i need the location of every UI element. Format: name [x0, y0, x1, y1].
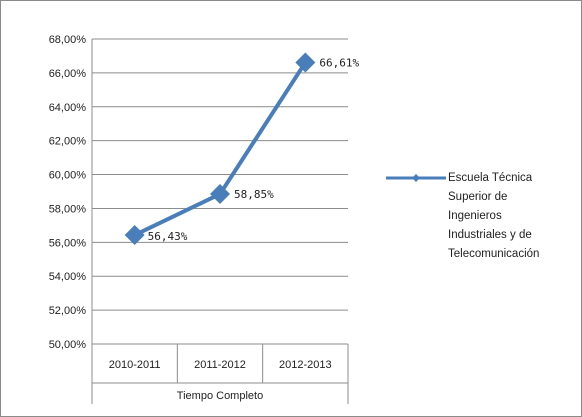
x-tick-label: 2012-2013	[279, 359, 332, 371]
y-tick-label: 64,00%	[49, 102, 87, 114]
series-line	[133, 61, 308, 237]
y-tick-label: 66,00%	[49, 68, 87, 80]
legend: Escuela Técnica Superior de Ingenieros Indu…	[386, 172, 539, 260]
data-point-marker	[124, 225, 145, 246]
y-tick-label: 60,00%	[49, 170, 87, 182]
x-axis-label: Tiempo Completo	[177, 390, 263, 402]
y-tick-label: 68,00%	[49, 34, 87, 46]
data-label: 58,85%	[234, 188, 274, 201]
data-label: 56,43%	[148, 230, 188, 243]
data-point-marker	[295, 52, 316, 73]
legend-label: Ingenieros	[448, 210, 502, 222]
data-point-marker	[210, 184, 230, 205]
legend-label: Superior de	[448, 191, 507, 203]
y-tick-label: 58,00%	[49, 203, 87, 215]
y-tick-label: 54,00%	[49, 271, 87, 283]
y-tick-label: 52,00%	[49, 305, 87, 317]
legend-label: Telecomunicación	[448, 248, 539, 260]
y-tick-label: 56,00%	[49, 237, 87, 249]
data-label: 66,61%	[319, 57, 359, 70]
legend-label: Escuela Técnica	[448, 172, 533, 184]
y-tick-label: 62,00%	[49, 136, 87, 148]
y-tick-label: 50,00%	[49, 339, 87, 351]
x-tick-label: 2011-2012	[194, 359, 246, 371]
legend-label: Industriales y de	[448, 229, 532, 241]
legend-marker	[412, 174, 420, 182]
x-tick-label: 2010-2011	[109, 359, 161, 371]
